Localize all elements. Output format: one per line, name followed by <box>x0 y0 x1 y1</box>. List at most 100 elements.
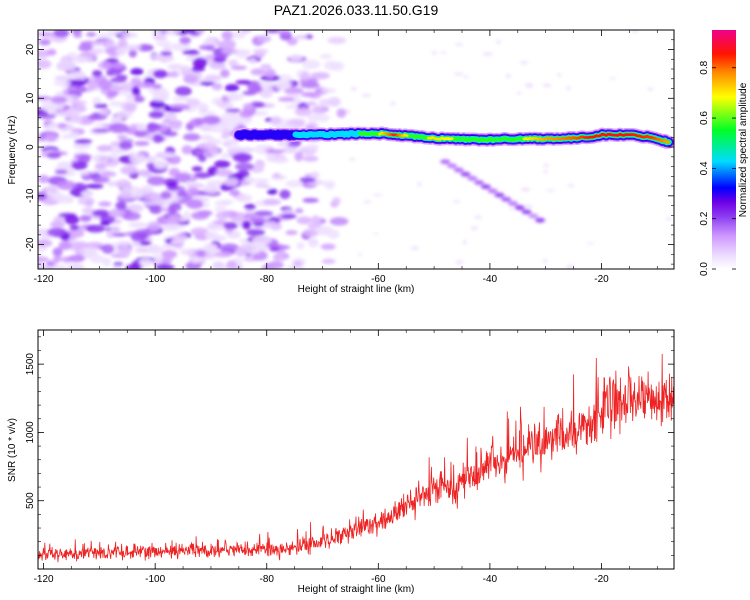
noise-blob <box>206 180 226 186</box>
noise-blob <box>85 183 104 189</box>
noise-blob <box>302 197 319 203</box>
noise-blob <box>91 41 106 46</box>
noise-blob <box>105 39 116 47</box>
noise-blob <box>144 156 157 162</box>
noise-blob <box>74 139 93 145</box>
noise-speck <box>566 264 575 269</box>
secondary-trace-blob <box>467 175 478 181</box>
noise-speck <box>357 253 363 256</box>
noise-speck <box>647 87 654 92</box>
noise-blob <box>148 110 165 119</box>
noise-blob <box>217 40 237 50</box>
noise-blob <box>47 121 59 130</box>
noise-blob <box>117 245 132 256</box>
noise-blob <box>198 134 214 141</box>
noise-blob <box>204 231 218 237</box>
noise-blob <box>120 32 138 38</box>
noise-blob <box>235 194 253 203</box>
noise-blob <box>66 87 76 93</box>
noise-blob <box>320 243 336 250</box>
noise-blob <box>110 225 121 233</box>
noise-blob <box>97 61 113 70</box>
noise-blob <box>118 38 128 49</box>
noise-blob <box>85 199 94 207</box>
noise-blob <box>300 71 310 81</box>
noise-blob <box>182 49 200 55</box>
noise-blob <box>130 192 144 199</box>
noise-blob <box>73 32 83 38</box>
noise-blob <box>180 248 195 256</box>
noise-speck <box>484 52 493 56</box>
noise-blob <box>202 243 218 254</box>
noise-blob <box>50 220 66 229</box>
noise-speck <box>520 187 531 192</box>
noise-blob <box>303 228 318 238</box>
noise-blob <box>112 265 122 269</box>
colorbar-tick-label: 0.0 <box>699 262 710 276</box>
noise-blob <box>115 201 126 210</box>
noise-speck <box>546 189 556 192</box>
noise-speck <box>567 183 575 188</box>
noise-speck <box>527 83 533 89</box>
noise-blob <box>247 83 261 93</box>
noise-blob <box>249 216 266 224</box>
noise-blob <box>131 85 141 96</box>
spectrogram-x-tick-label: -40 <box>483 274 498 285</box>
noise-blob <box>163 130 178 137</box>
noise-blob <box>205 36 216 45</box>
noise-blob <box>211 83 223 91</box>
noise-blob <box>121 211 141 221</box>
noise-blob <box>53 216 65 222</box>
noise-blob <box>101 244 114 254</box>
colorbar-tick-label: 0.2 <box>699 211 710 225</box>
noise-blob <box>53 80 72 87</box>
noise-blob <box>152 133 163 144</box>
noise-blob <box>305 101 317 106</box>
noise-blob <box>162 46 173 51</box>
noise-blob <box>152 69 168 79</box>
noise-blob <box>133 141 150 147</box>
noise-blob <box>193 172 212 179</box>
noise-speck <box>495 39 502 45</box>
noise-blob <box>286 87 301 95</box>
noise-blob <box>45 133 57 143</box>
noise-blob <box>90 48 105 54</box>
noise-blob <box>285 265 305 269</box>
noise-blob <box>116 110 133 119</box>
secondary-trace-blob <box>508 201 519 207</box>
noise-blob <box>53 254 62 263</box>
noise-blob <box>102 257 111 267</box>
noise-blob <box>300 91 319 98</box>
noise-blob <box>285 230 298 236</box>
noise-blob <box>55 123 68 129</box>
noise-speck <box>470 226 479 231</box>
noise-blob <box>133 95 145 103</box>
noise-blob <box>220 69 230 78</box>
noise-blob <box>85 32 97 37</box>
noise-blob <box>250 68 266 76</box>
noise-blob <box>54 75 73 81</box>
noise-blob <box>58 241 72 251</box>
noise-blob <box>270 175 287 180</box>
noise-blob <box>280 213 297 219</box>
noise-blob <box>254 235 271 241</box>
noise-speck <box>439 51 447 54</box>
noise-blob <box>221 127 232 138</box>
noise-blob <box>46 151 61 159</box>
noise-blob <box>205 142 215 149</box>
noise-blob <box>74 85 87 94</box>
noise-blob <box>207 149 219 155</box>
noise-blob <box>81 190 92 198</box>
colorbar: 0.0 0.2 0.4 0.6 0.8 Normalized spectral ampl… <box>699 30 749 276</box>
noise-blob <box>240 30 252 34</box>
noise-blob <box>223 221 238 230</box>
noise-blob <box>254 183 269 188</box>
noise-blob <box>38 59 52 69</box>
noise-blob <box>260 64 272 70</box>
noise-blob <box>321 88 337 93</box>
noise-blob <box>142 172 153 178</box>
noise-blob <box>261 221 277 227</box>
spectrogram-y-tick-label: 20 <box>25 44 36 56</box>
noise-blob <box>260 89 273 99</box>
noise-blob <box>296 242 305 250</box>
